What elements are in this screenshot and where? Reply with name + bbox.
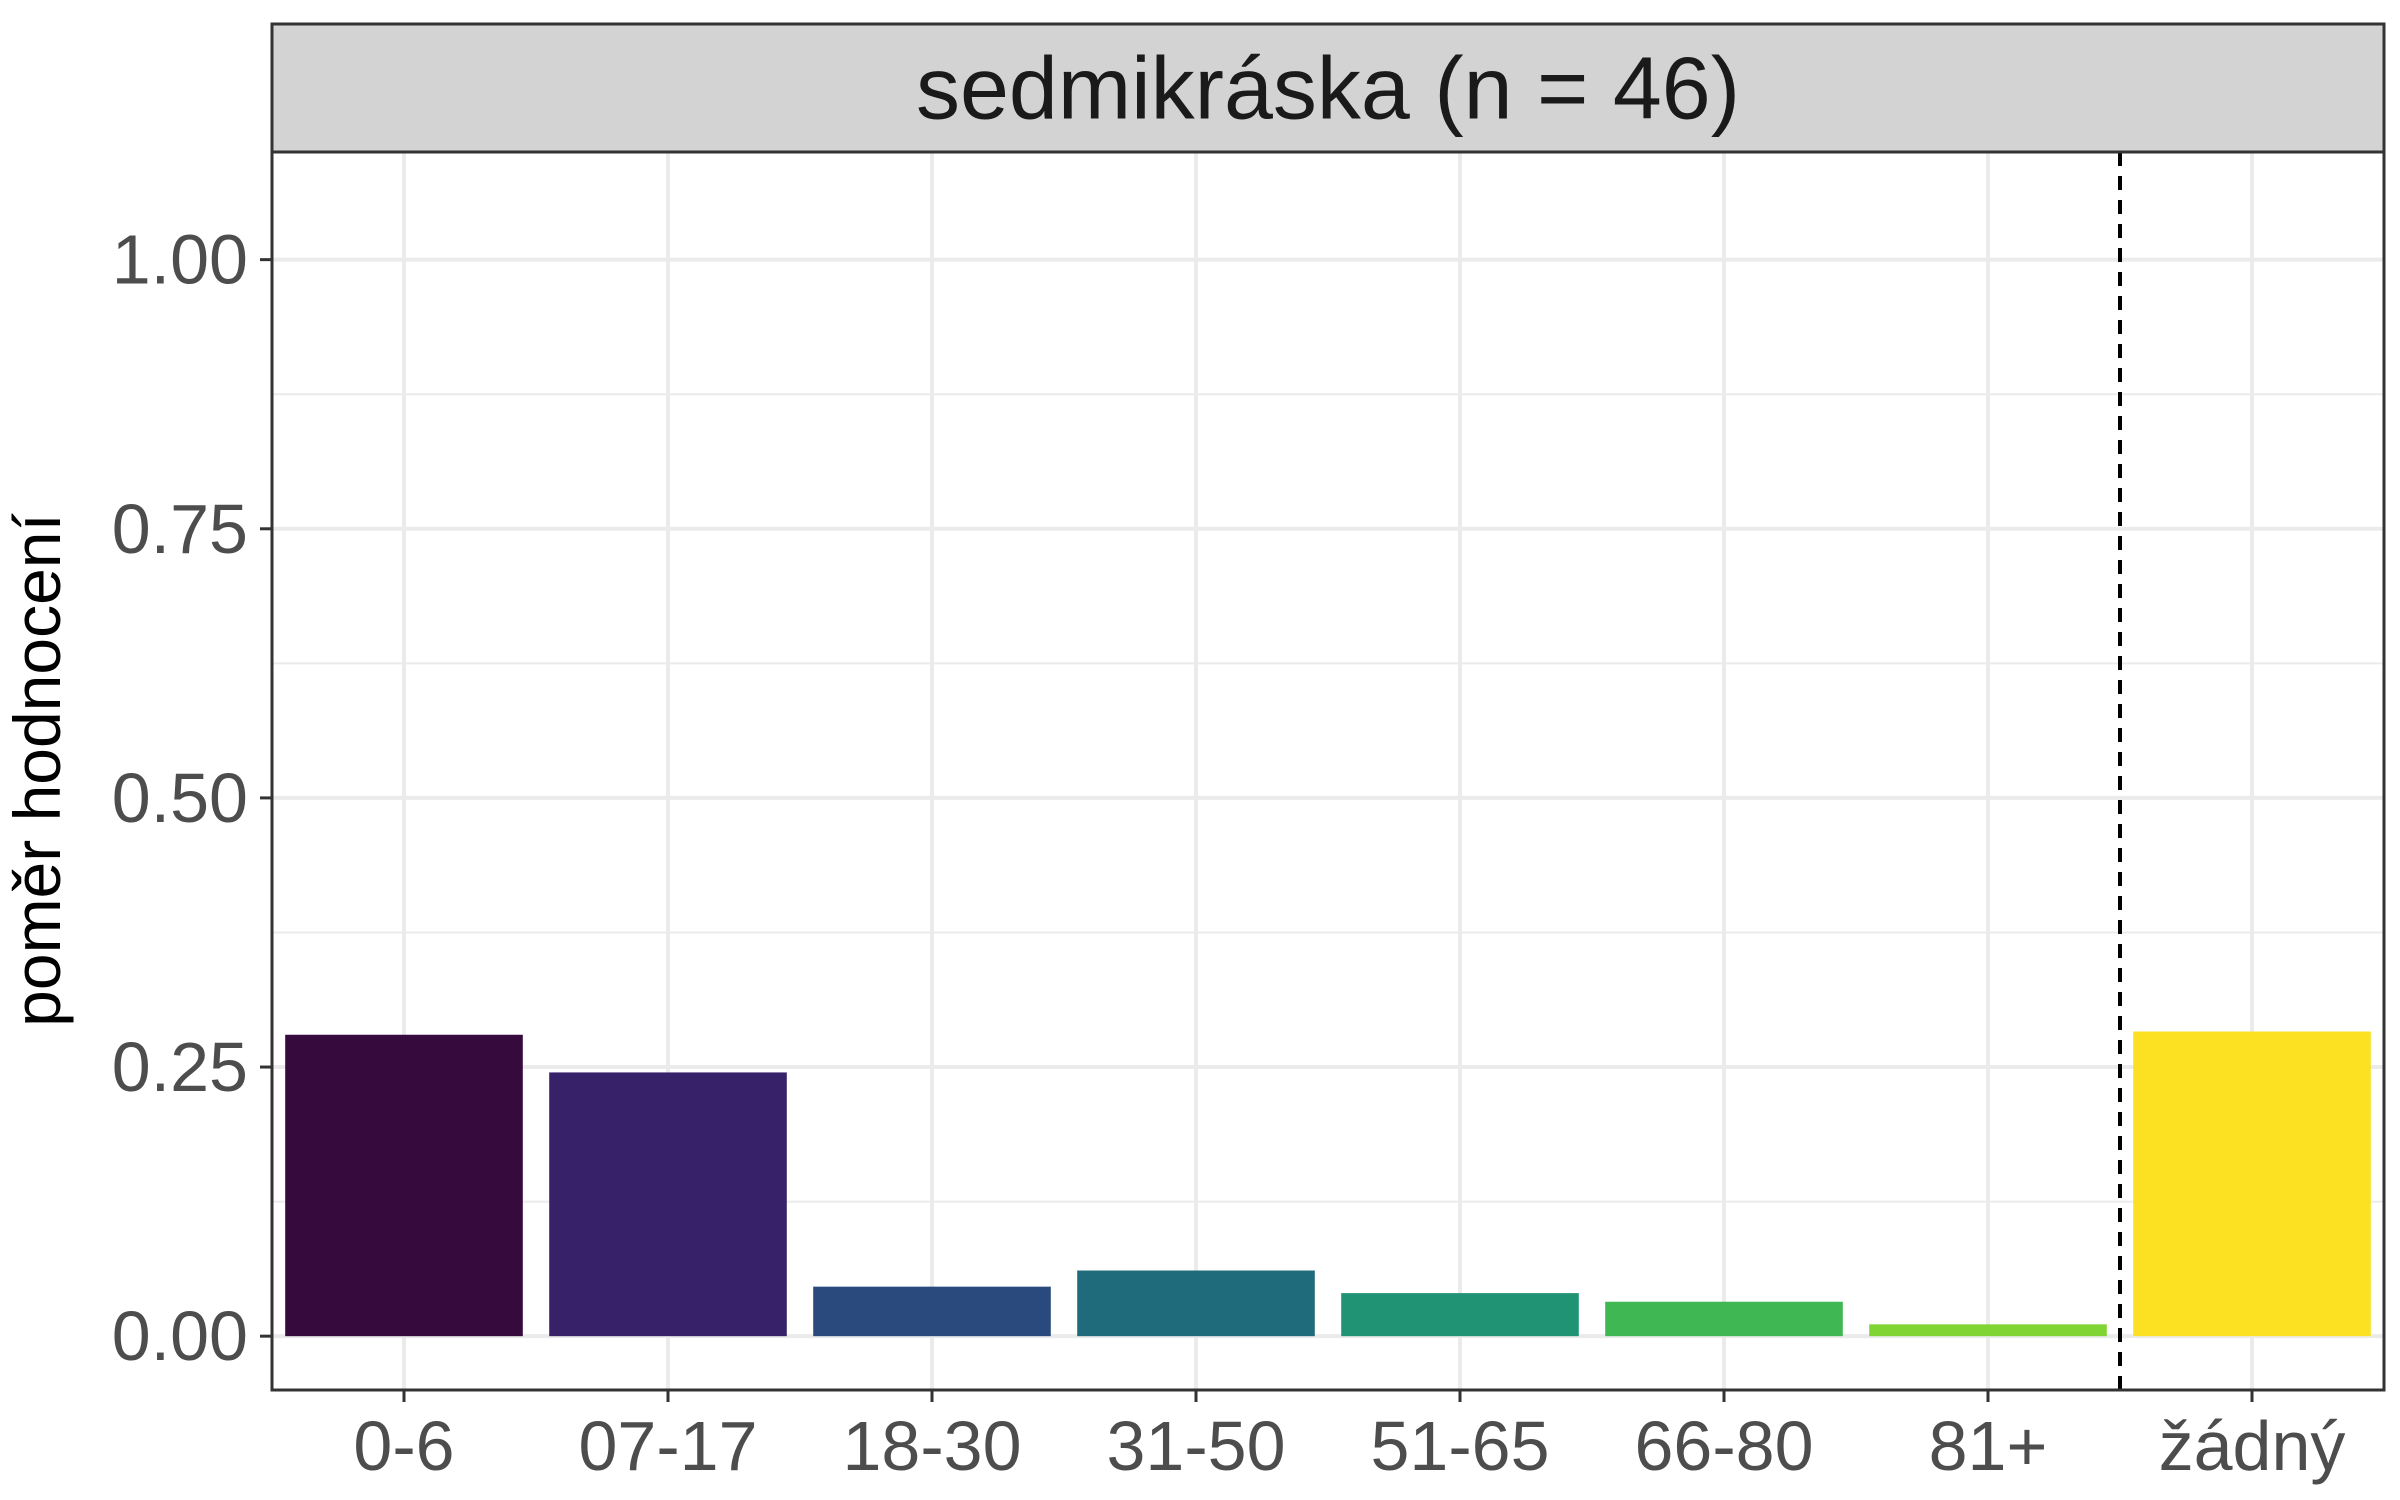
bar-07-17 bbox=[549, 1072, 787, 1337]
y-tick-label: 0.50 bbox=[112, 759, 248, 837]
y-axis: 0.00 0.25 0.50 0.75 1.00 bbox=[112, 221, 272, 1375]
x-tick-label: 81+ bbox=[1929, 1407, 2048, 1485]
x-axis: 0-6 07-17 18-30 31-50 51-65 66-80 81+ žádný bbox=[353, 1390, 2345, 1485]
facet-strip: sedmikráska (n = 46) bbox=[270, 22, 2386, 154]
y-axis-title: poměr hodnocení bbox=[0, 512, 74, 1026]
facet-title: sedmikráska (n = 46) bbox=[916, 39, 1740, 138]
y-tick-label: 0.25 bbox=[112, 1028, 248, 1106]
x-tick-label: 31-50 bbox=[1106, 1407, 1285, 1485]
x-tick-label: 66-80 bbox=[1634, 1407, 1813, 1485]
bar-31-50 bbox=[1077, 1270, 1315, 1337]
x-tick-label: žádný bbox=[2159, 1407, 2346, 1485]
x-tick-label: 07-17 bbox=[578, 1407, 757, 1485]
bar-18-30 bbox=[813, 1286, 1051, 1337]
bar-66-80 bbox=[1605, 1301, 1843, 1337]
x-tick-label: 51-65 bbox=[1370, 1407, 1549, 1485]
bar-0-6 bbox=[285, 1034, 523, 1337]
y-tick-label: 1.00 bbox=[112, 221, 248, 299]
y-tick-label: 0.75 bbox=[112, 490, 248, 568]
y-tick-label: 0.00 bbox=[112, 1297, 248, 1375]
bar-žádný bbox=[2133, 1031, 2371, 1337]
x-tick-label: 0-6 bbox=[353, 1407, 454, 1485]
bar-51-65 bbox=[1341, 1293, 1579, 1337]
bars bbox=[285, 1031, 2371, 1337]
x-tick-label: 18-30 bbox=[842, 1407, 1021, 1485]
facet-strip-background bbox=[270, 22, 2386, 154]
grid-lines bbox=[272, 152, 2384, 1390]
bar-81+ bbox=[1869, 1324, 2107, 1337]
